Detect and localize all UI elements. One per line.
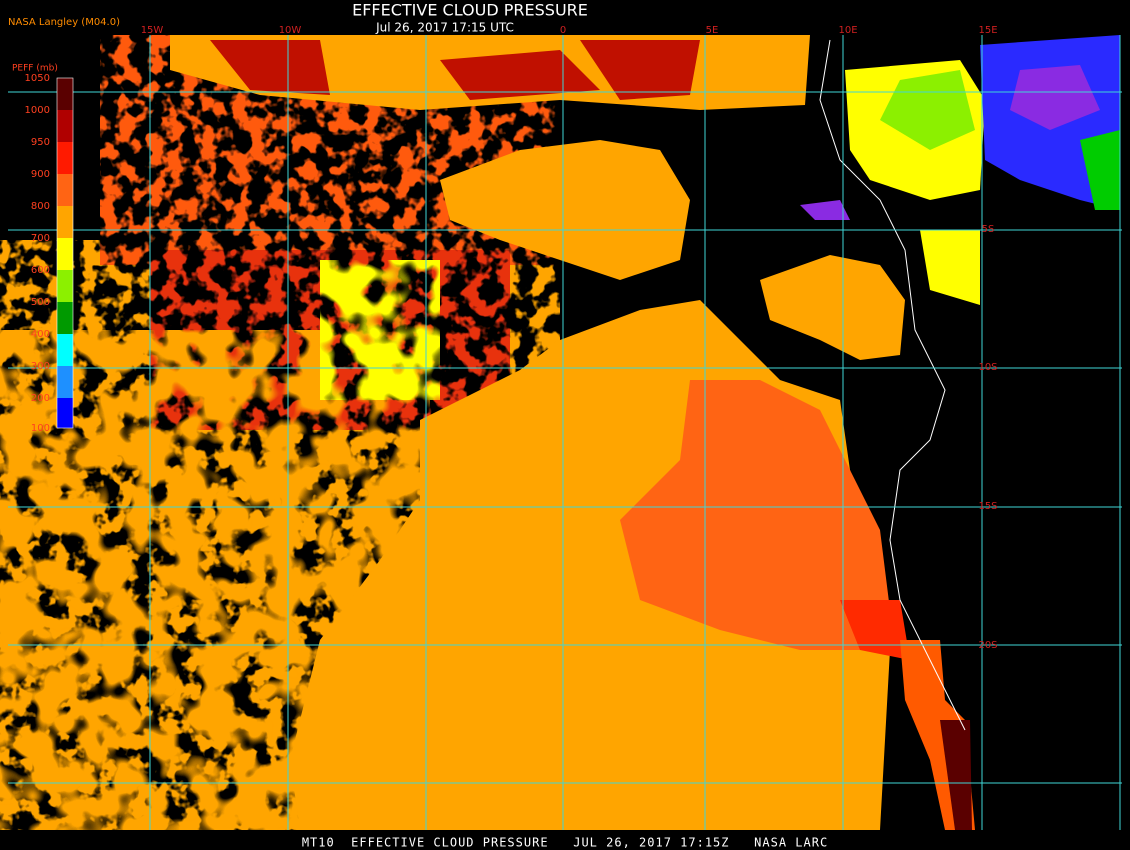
cloud-deck	[620, 380, 890, 650]
latitude-label: 15S	[978, 501, 997, 512]
latitude-label: 5S	[982, 224, 995, 235]
title: EFFECTIVE CLOUD PRESSURE	[352, 1, 588, 20]
cloud-deck	[210, 40, 700, 100]
legend-tick-label: 200	[31, 393, 50, 404]
legend-tick-label: 400	[31, 329, 50, 340]
legend-swatch	[57, 302, 73, 334]
legend-swatch	[57, 110, 73, 142]
legend-tick-label: 500	[31, 297, 50, 308]
longitude-label: 15E	[978, 25, 997, 36]
legend-tick-label: 1050	[25, 73, 50, 84]
legend-swatch	[57, 398, 73, 428]
legend-swatch	[57, 270, 73, 302]
coastline	[819, 39, 966, 731]
cloud-deck	[1080, 130, 1120, 210]
legend-swatch	[57, 366, 73, 398]
latitude-label: 20S	[978, 640, 997, 651]
legend-frame	[56, 77, 74, 429]
legend-tick-label: 300	[31, 361, 50, 372]
cloud-deck	[880, 70, 975, 150]
cloud-deck	[760, 255, 905, 360]
footer: MT10 EFFECTIVE CLOUD PRESSURE JUL 26, 20…	[302, 836, 828, 850]
grid-labels: 15W 10W 0 5E 10E 15E 5S 10S 15S 20S	[141, 25, 998, 651]
legend-swatch	[57, 238, 73, 270]
source-label: NASA Langley (M04.0)	[8, 17, 120, 28]
graticule	[8, 35, 1122, 830]
cloud-field	[0, 35, 1120, 830]
legend-swatch	[57, 142, 73, 174]
legend-tick-label: 600	[31, 265, 50, 276]
longitude-label: 15W	[141, 25, 164, 36]
footer-bar	[0, 830, 1130, 850]
legend-tick-label: 900	[31, 169, 50, 180]
legend-tick-label: 700	[31, 233, 50, 244]
longitude-label: 10W	[279, 25, 302, 36]
latitude-label: 10S	[978, 362, 997, 373]
longitude-label: 10E	[838, 25, 857, 36]
subtitle: Jul 26, 2017 17:15 UTC	[375, 21, 514, 35]
cloud-deck	[940, 720, 972, 830]
cloud-deck	[920, 230, 980, 305]
legend-tick-label: 100	[31, 423, 50, 434]
legend: 1050 1000 950 900 800 700 600 500 400 300 200 100	[25, 73, 74, 434]
cloud-deck	[800, 200, 850, 220]
cloud-deck	[440, 140, 690, 280]
legend-tick-label: 950	[31, 137, 50, 148]
legend-swatch	[57, 334, 73, 366]
legend-tick-label: 800	[31, 201, 50, 212]
legend-swatch	[57, 206, 73, 238]
longitude-label: 0	[560, 25, 566, 36]
cloud-patch	[320, 260, 440, 400]
legend-tick-label: 1000	[25, 105, 50, 116]
legend-swatch	[57, 78, 73, 110]
legend-title: PEFF (mb)	[12, 64, 58, 74]
longitude-label: 5E	[706, 25, 719, 36]
legend-swatch	[57, 174, 73, 206]
cloud-deck	[1010, 65, 1100, 130]
